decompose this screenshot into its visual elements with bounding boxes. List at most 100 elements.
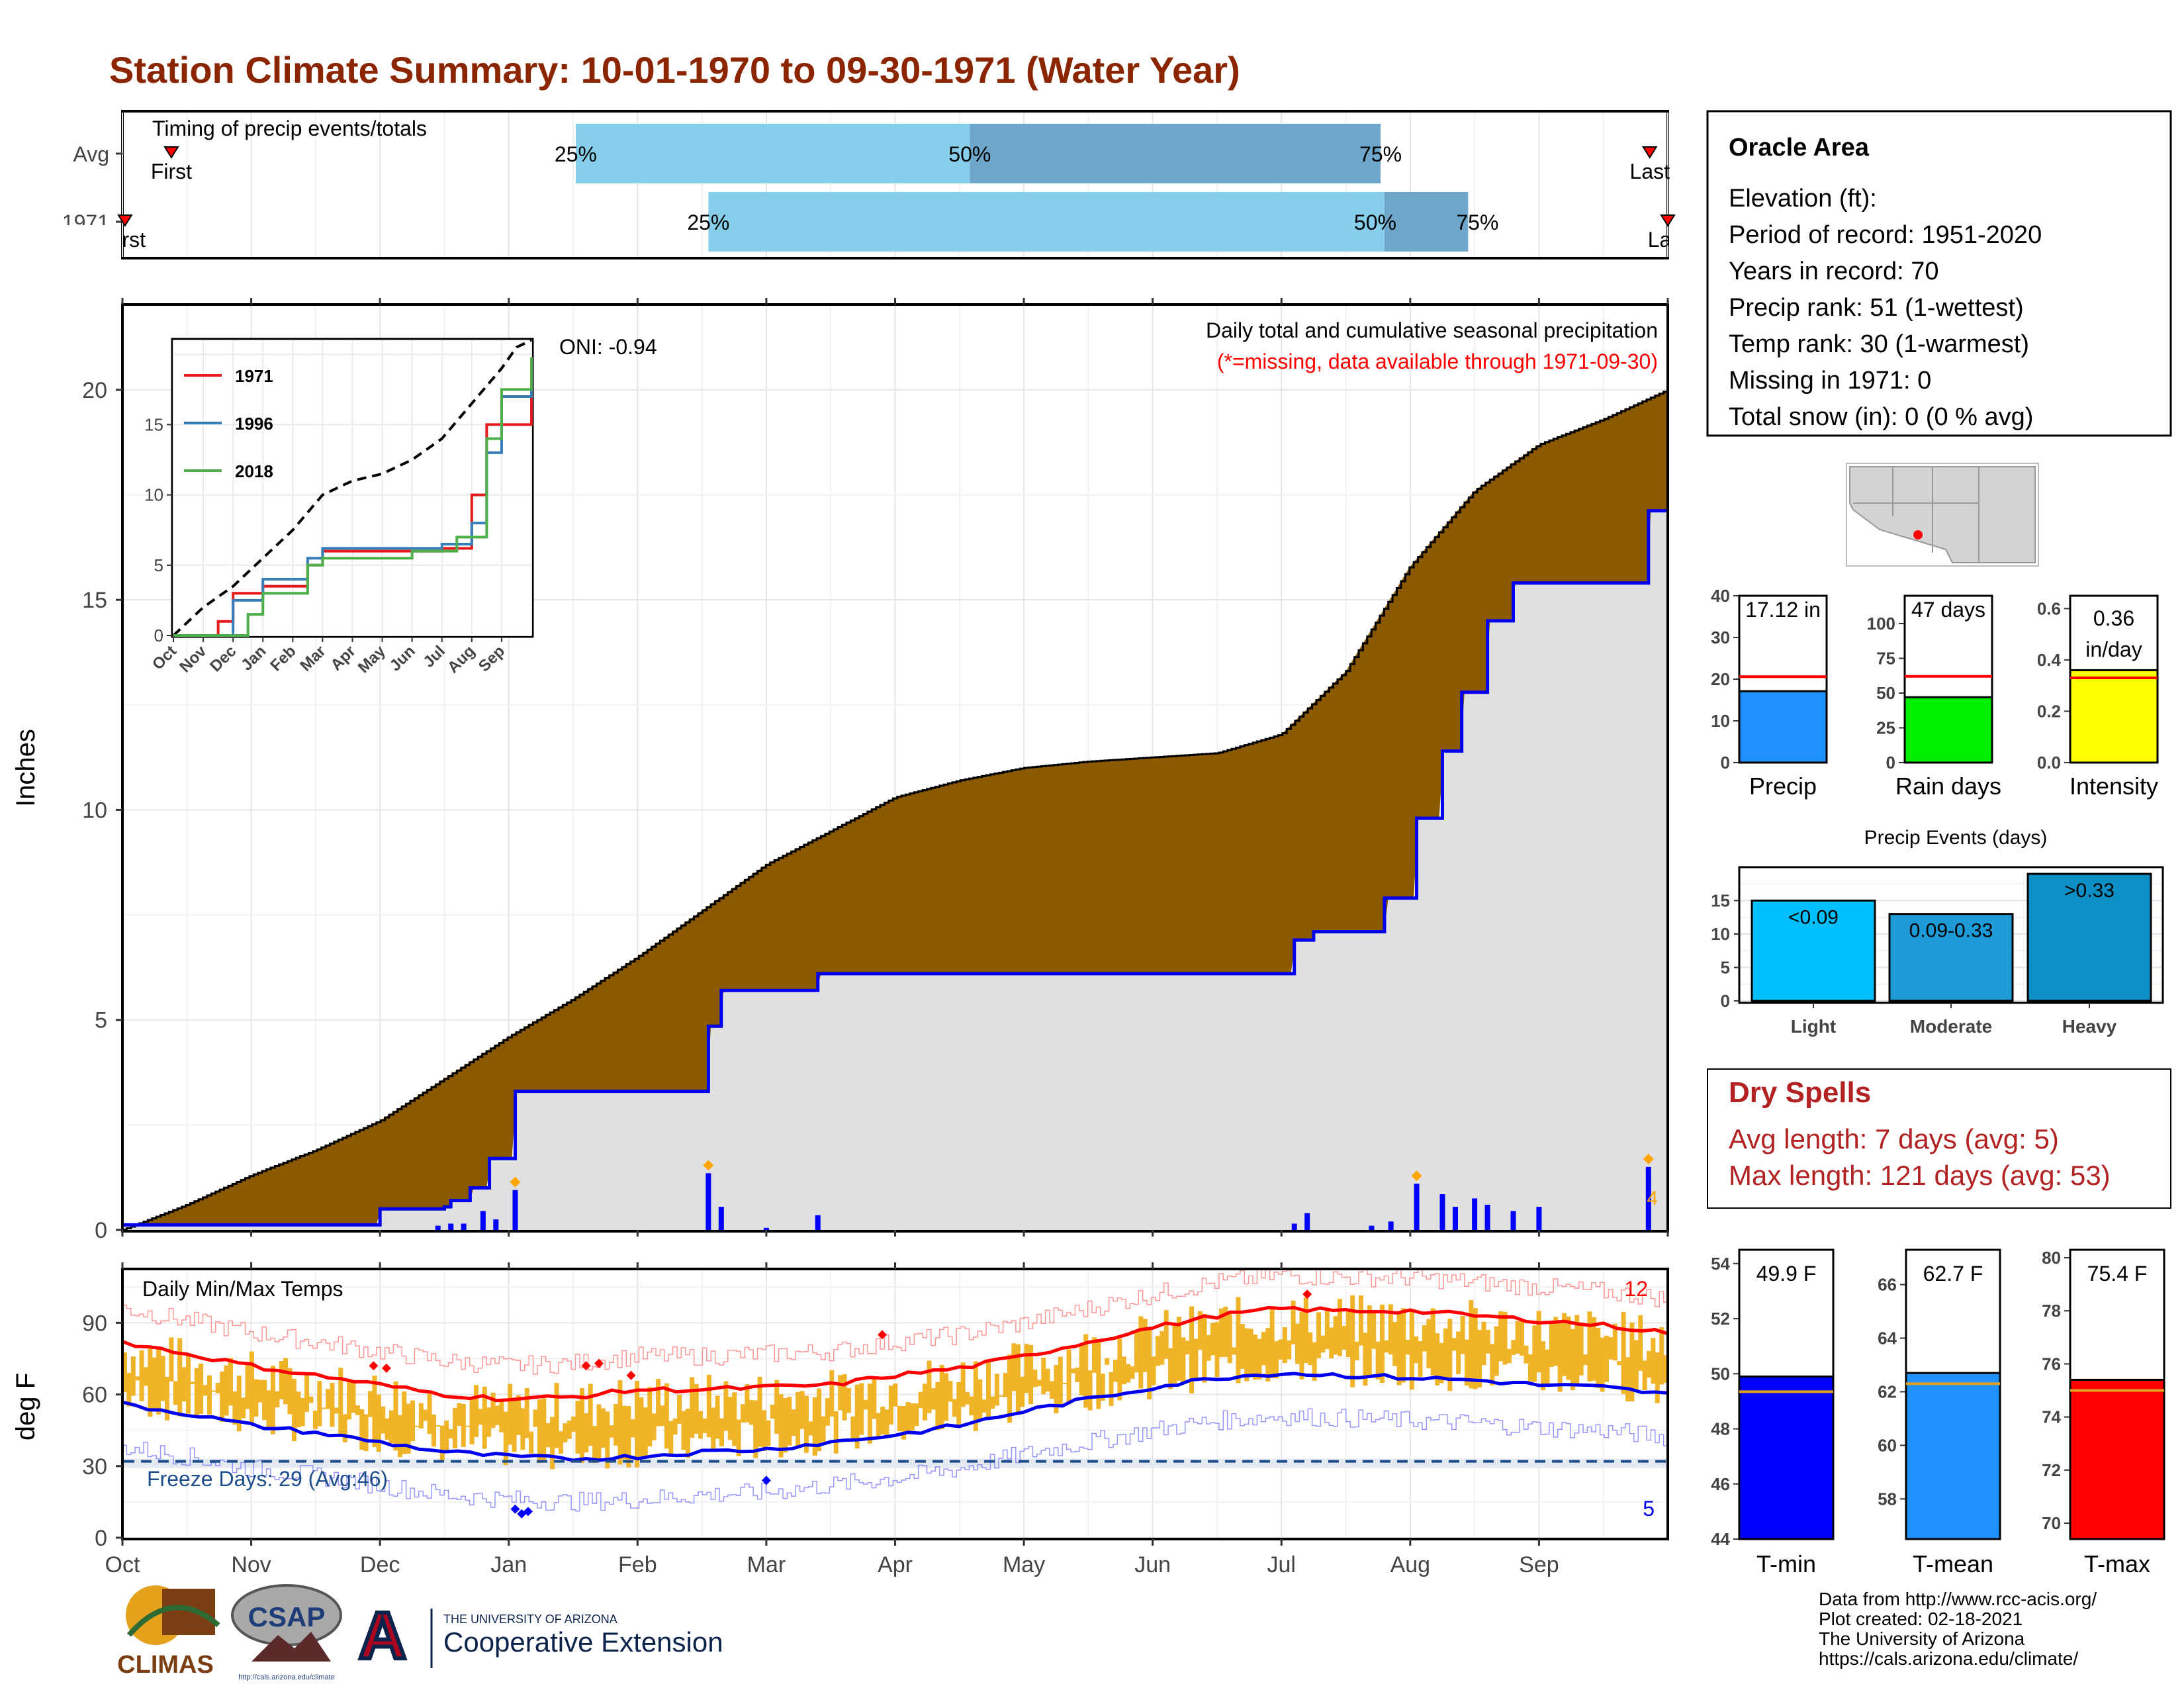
dry-spells: Dry Spells Avg length: 7 days (avg: 5) M… xyxy=(1707,1068,2171,1209)
daily-temp-bar xyxy=(1244,1328,1250,1382)
record-high-marker xyxy=(1302,1289,1312,1299)
daily-temp-bar xyxy=(825,1398,830,1426)
daily-precip-bar xyxy=(1414,1184,1420,1230)
daily-temp-bar xyxy=(1181,1337,1186,1384)
daily-temp-bar xyxy=(1494,1326,1499,1376)
locator-map xyxy=(1846,463,2039,567)
daily-temp-bar xyxy=(981,1399,987,1413)
intensity-tick-label: 0.6 xyxy=(2037,598,2061,618)
daily-temp-bar xyxy=(1350,1295,1355,1387)
daily-temp-bar xyxy=(122,1352,127,1393)
extreme-precip-marker xyxy=(1411,1170,1422,1182)
daily-temp-bar xyxy=(1087,1370,1093,1411)
daily-temp-bar xyxy=(1473,1308,1478,1389)
daily-temp-bar xyxy=(432,1415,436,1447)
precip-panel: 0 5 10 15 20 Inches Daily total and cumulati… xyxy=(11,298,1669,1243)
daily-temp-bar xyxy=(1117,1338,1122,1401)
daily-temp-bar xyxy=(656,1379,661,1427)
daily-temp-bar xyxy=(719,1418,725,1446)
precip-tick-label: 10 xyxy=(1711,711,1730,731)
summary-bars: 0 10 20 30 40 17.12 in Precip 0 25 50 75 100 47 days… xyxy=(1711,586,2159,800)
tmean-tick-label: 58 xyxy=(1878,1489,1897,1509)
tmin-bar xyxy=(1738,1375,1835,1540)
record-min-line xyxy=(122,1408,1668,1512)
daily-temp-bar xyxy=(1451,1338,1457,1351)
daily-precip-bar xyxy=(1369,1225,1375,1230)
daily-temp-bar xyxy=(550,1417,555,1470)
daily-temp-bar xyxy=(1469,1300,1474,1389)
inset-series-line xyxy=(173,357,533,637)
daily-temp-bar xyxy=(312,1411,318,1429)
station-period: Period of record: 1951-2020 xyxy=(1729,221,2042,249)
daily-temp-bar xyxy=(1121,1356,1126,1385)
precip-events-chart: Precip Events (days) 0 5 10 15 <0.09 Light 0.0… xyxy=(1711,827,2164,1037)
daily-temp-bar xyxy=(1625,1357,1631,1401)
daily-temp-bar xyxy=(1176,1317,1181,1381)
daily-temp-bar xyxy=(1443,1328,1448,1380)
daily-temp-bar xyxy=(376,1394,381,1452)
inset-y-tick-label: 5 xyxy=(154,555,163,575)
daily-precip-bar xyxy=(1452,1207,1458,1230)
daily-temp-bar xyxy=(1409,1311,1414,1390)
daily-temp-bar xyxy=(702,1418,707,1434)
daily-temp-bar xyxy=(1066,1349,1071,1405)
daily-temp-bar xyxy=(1083,1334,1089,1408)
temp-y-axis: 0 30 60 90 xyxy=(82,1311,122,1551)
daily-temp-bar xyxy=(439,1425,445,1461)
daily-temp-bar xyxy=(253,1379,259,1417)
daily-temp-bar xyxy=(499,1401,504,1432)
daily-temp-bar xyxy=(901,1405,907,1440)
daily-temp-bar xyxy=(545,1423,551,1448)
daily-temp-bar xyxy=(1642,1360,1647,1391)
daily-temp-bar xyxy=(1430,1308,1435,1376)
daily-temp-bar xyxy=(884,1409,889,1437)
tmin-axis-label: T-min xyxy=(1756,1550,1816,1577)
tmin-tick-label: 52 xyxy=(1711,1309,1730,1329)
daily-temp-bar xyxy=(1338,1299,1343,1356)
daily-temp-bar xyxy=(969,1396,974,1416)
record-low-marker xyxy=(761,1476,771,1485)
daily-temp-bar xyxy=(482,1386,487,1449)
daily-temp-bar xyxy=(668,1421,674,1458)
daily-temp-bar xyxy=(465,1425,471,1427)
daily-temp-bar xyxy=(1379,1304,1385,1383)
inset-average-line xyxy=(172,339,532,637)
daily-temp-bar xyxy=(1447,1318,1453,1391)
daily-temp-bar xyxy=(529,1431,534,1454)
daily-temp-bar xyxy=(935,1382,940,1430)
events-bar xyxy=(2026,872,2152,1002)
daily-temp-bar xyxy=(203,1385,208,1396)
daily-temp-bar xyxy=(1011,1343,1017,1391)
daily-temp-bar xyxy=(1477,1329,1482,1388)
intensity-axis-label: Intensity xyxy=(2070,773,2158,800)
month-label: May xyxy=(1003,1552,1045,1577)
temperature-summary-bars: 44 46 48 50 52 54 49.9 F T-min 58 60 62 64 66 62.7 F T… xyxy=(1711,1248,2165,1577)
daily-precip-bar xyxy=(435,1225,441,1230)
timing-row-label: Avg xyxy=(73,142,109,166)
record-low-marker xyxy=(510,1504,520,1514)
daily-temp-bar xyxy=(715,1395,720,1439)
daily-temp-bar xyxy=(1299,1311,1304,1380)
daily-temp-bar xyxy=(1363,1333,1368,1386)
daily-temp-bar xyxy=(1236,1297,1241,1383)
daily-temp-bar xyxy=(694,1383,699,1434)
daily-temp-bar xyxy=(520,1408,525,1450)
daily-temp-bar xyxy=(897,1406,902,1432)
daily-temp-bar xyxy=(275,1391,280,1408)
daily-temp-bar xyxy=(1138,1316,1144,1389)
daily-temp-bar xyxy=(185,1354,191,1414)
tmean-bar xyxy=(1905,1372,2001,1540)
daily-temp-bar xyxy=(448,1429,453,1438)
tmax-tick-label: 74 xyxy=(2042,1407,2061,1427)
daily-temp-bar xyxy=(867,1383,872,1444)
daily-temp-bar xyxy=(821,1416,826,1442)
daily-precip-bar xyxy=(1484,1204,1490,1230)
daily-temp-bar xyxy=(1303,1297,1308,1364)
daily-temp-bar xyxy=(838,1375,843,1411)
daily-temp-bar xyxy=(1041,1357,1046,1395)
daily-temp-bar xyxy=(909,1403,915,1430)
daily-temp-bar xyxy=(973,1361,978,1431)
daily-temp-bar xyxy=(257,1380,263,1403)
daily-temp-bar xyxy=(363,1414,369,1452)
